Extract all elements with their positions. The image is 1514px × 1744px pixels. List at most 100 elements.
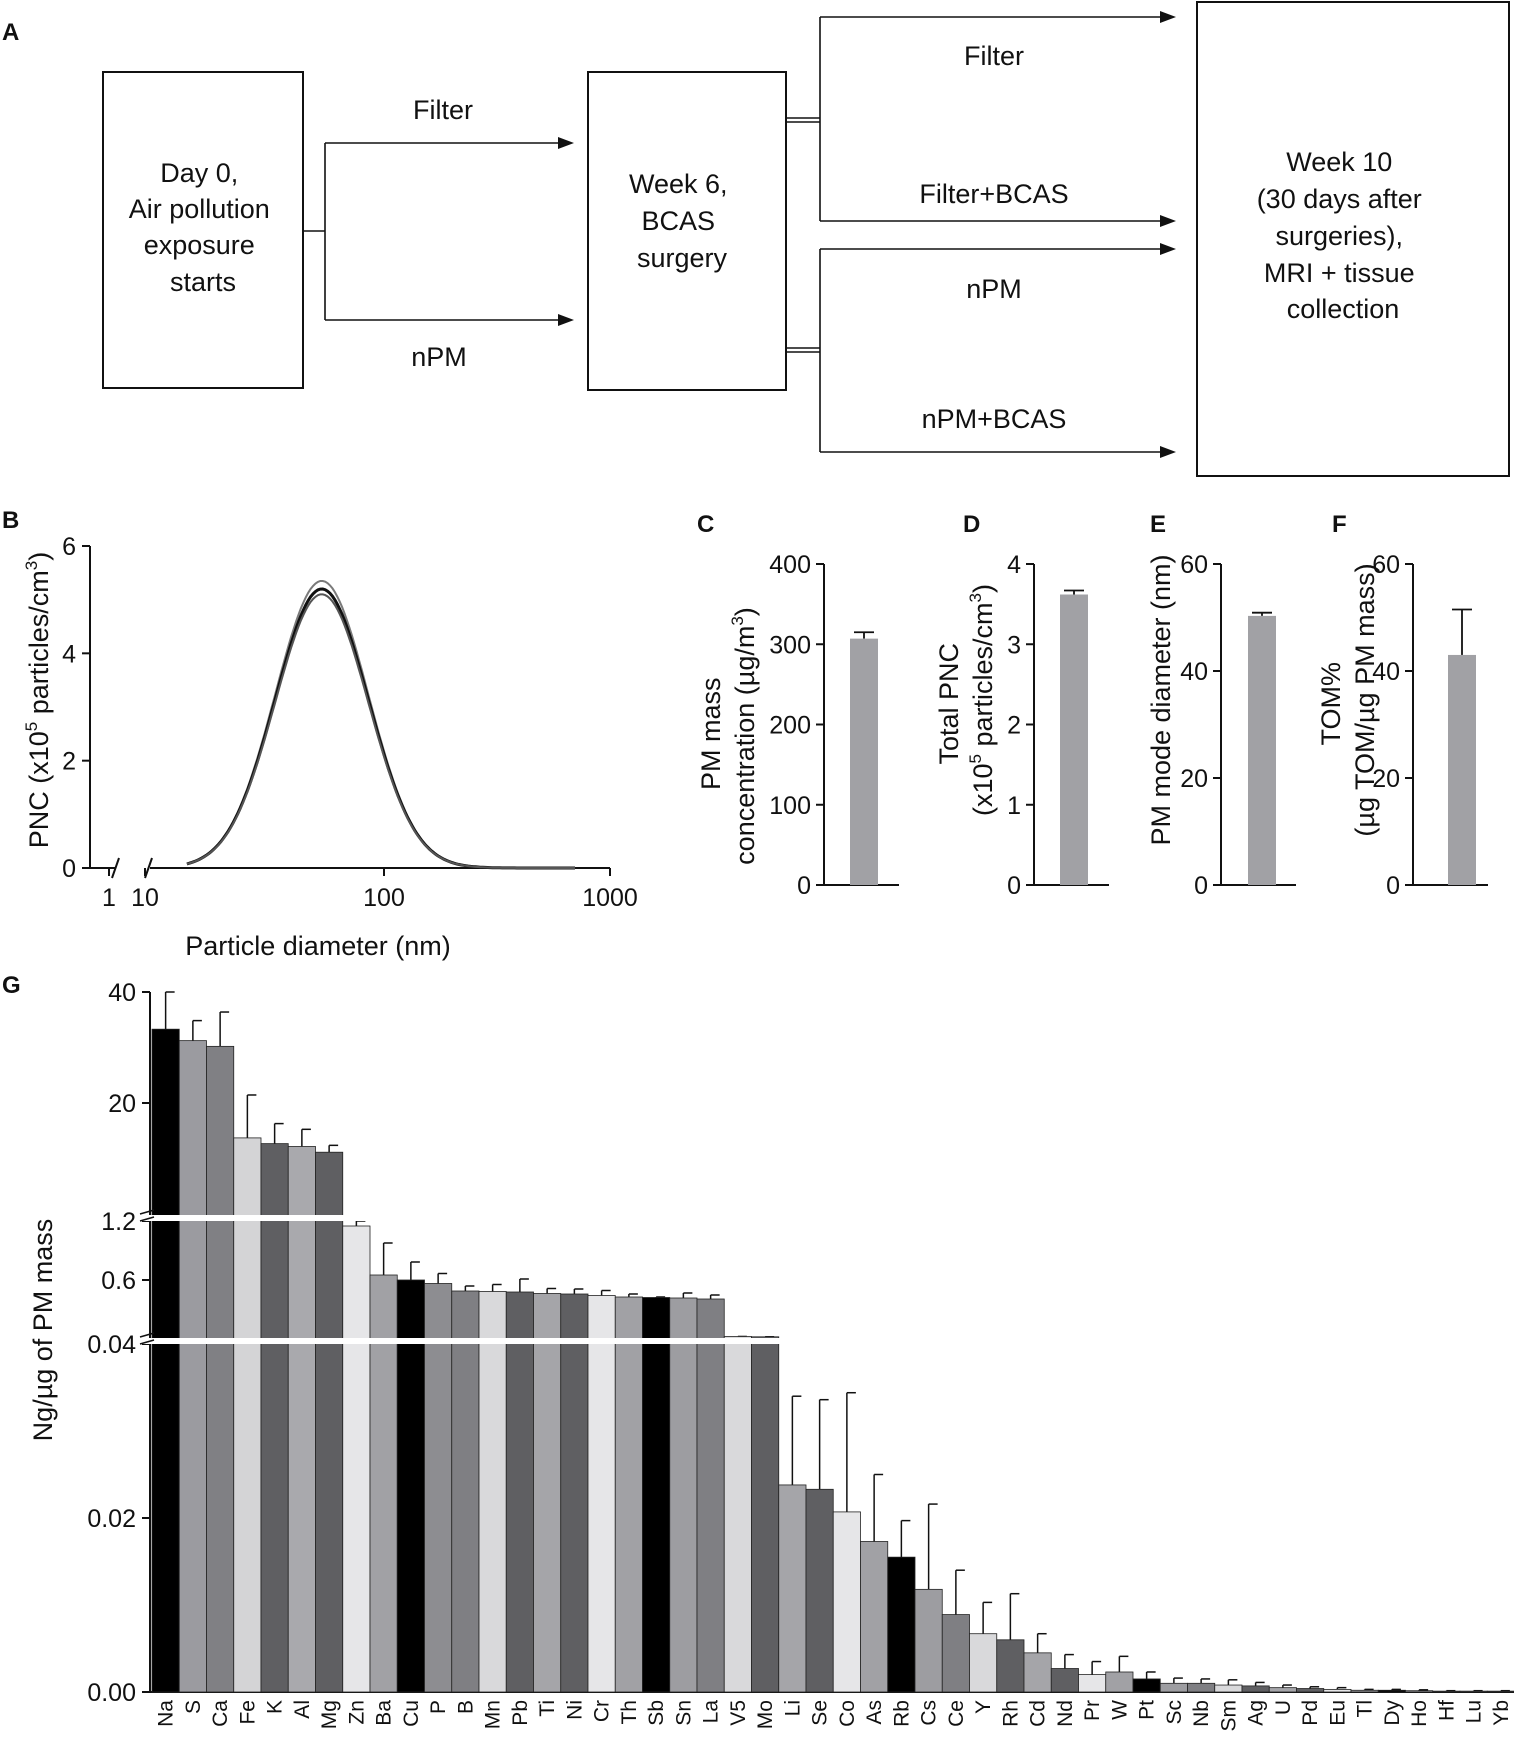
- g-bar: [1105, 1671, 1134, 1693]
- g-bar: [642, 1297, 671, 1693]
- g-ytick-label: 40: [108, 979, 136, 1007]
- g-category-label: B: [454, 1700, 477, 1714]
- arrow-filter-1: [558, 137, 574, 149]
- arrow-filter-bcas: [1160, 215, 1176, 227]
- g-bar: [1323, 1688, 1352, 1693]
- group-label-filter-bcas: Filter+BCAS: [919, 179, 1068, 209]
- g-category-label: Na: [155, 1700, 178, 1727]
- f-chart-bar: [1448, 654, 1476, 885]
- g-category-label: Pb: [509, 1700, 532, 1726]
- panel-f-chart: 0 20 40 60: [1372, 551, 1488, 900]
- b-xtick-label: 1: [102, 884, 116, 912]
- g-bar: [696, 1298, 725, 1693]
- panel-label-g: G: [2, 972, 21, 999]
- panel-c-ylabel: PM mass concentration (µg/m3): [696, 607, 760, 865]
- g-bar: [832, 1511, 861, 1693]
- g-category-label: Zn: [345, 1700, 368, 1725]
- panel-b-axes: 0 2 4 6 1 10 100 1000: [62, 533, 638, 912]
- d-chart-ytick-label: 1: [1007, 792, 1021, 820]
- g-bar: [969, 1633, 998, 1693]
- g-bar: [451, 1290, 480, 1693]
- panel-d-ylabel: Total PNC (x105 particles/cm3): [934, 584, 998, 816]
- g-bar: [178, 1040, 207, 1693]
- g-ytick-label: 1.2: [101, 1208, 136, 1236]
- panel-b-ylabel: PNC (x105 particles/cm3): [22, 552, 54, 849]
- panel-f-ylabel: TOM% (µg TOM/µg PM mass): [1316, 563, 1380, 836]
- e-chart-bar: [1248, 615, 1276, 885]
- g-bar: [751, 1336, 780, 1693]
- b-series-line: [186, 593, 575, 869]
- g-category-label: Sn: [672, 1700, 695, 1726]
- end-box: [1196, 1, 1510, 477]
- g-bar: [396, 1279, 425, 1693]
- panel-e-ylabel: PM mode diameter (nm): [1146, 554, 1176, 845]
- g-bar: [914, 1588, 943, 1693]
- g-bar: [1486, 1690, 1514, 1693]
- g-axis-break-mark: [139, 1339, 155, 1345]
- g-category-label: Ag: [1245, 1700, 1268, 1726]
- d-chart-ytick-label: 0: [1007, 872, 1021, 900]
- branch1-lines: [303, 16, 1164, 453]
- g-bar: [1023, 1652, 1052, 1693]
- g-bar: [1459, 1690, 1488, 1693]
- b-axis-break-2: [144, 857, 153, 879]
- g-category-label: As: [863, 1700, 886, 1725]
- g-category-label: Pt: [1136, 1700, 1159, 1720]
- g-category-label: Sc: [1163, 1700, 1186, 1725]
- g-category-label: Dy: [1381, 1700, 1404, 1726]
- panel-c: C 0 100 200 300 400 PM mass concentration (µ…: [696, 511, 899, 900]
- g-category-label: Rb: [890, 1700, 913, 1727]
- d-chart-ytick-label: 2: [1007, 712, 1021, 740]
- g-category-label: Rh: [999, 1700, 1022, 1727]
- c-chart-ytick-label: 200: [769, 712, 811, 740]
- g-bar: [614, 1296, 643, 1693]
- g-category-label: Al: [291, 1700, 314, 1719]
- f-chart-ytick-label: 40: [1372, 658, 1400, 686]
- g-bar: [1241, 1685, 1270, 1693]
- panel-g-ylabel: Ng/µg of PM mass: [28, 1219, 58, 1442]
- g-category-label: Th: [618, 1700, 641, 1725]
- g-category-label: Pr: [1081, 1700, 1104, 1721]
- g-category-label: Fe: [236, 1700, 259, 1725]
- panel-e: E 0 20 40 60 PM mode diameter (nm): [1146, 511, 1296, 900]
- b-xtick-label: 100: [363, 884, 405, 912]
- b-ytick-label: 4: [62, 640, 76, 668]
- g-ytick-label: 0.04: [87, 1331, 136, 1359]
- g-category-label: Li: [781, 1700, 804, 1716]
- b-ytick-label: 0: [62, 855, 76, 883]
- g-bar: [1214, 1684, 1243, 1693]
- panel-a: A Day 0, Air pollution exposure starts W…: [2, 1, 1510, 477]
- b-xtick-label: 1000: [582, 884, 638, 912]
- g-category-label: Cs: [918, 1700, 941, 1726]
- g-bar: [315, 1151, 344, 1693]
- g-bar: [260, 1143, 289, 1693]
- g-bar: [669, 1297, 698, 1693]
- g-bar: [723, 1336, 752, 1693]
- g-category-label: Pd: [1299, 1700, 1322, 1726]
- b-ytick-label: 6: [62, 533, 76, 561]
- f-chart-ytick-label: 20: [1372, 765, 1400, 793]
- group-label-filter: Filter: [964, 41, 1024, 71]
- b-series-line: [186, 587, 575, 870]
- panel-label-b: B: [2, 507, 19, 534]
- g-category-label: Tl: [1354, 1700, 1377, 1718]
- panel-c-chart: 0 100 200 300 400: [769, 551, 899, 900]
- g-bar: [233, 1137, 262, 1693]
- g-category-label: Ti: [536, 1700, 559, 1717]
- g-category-label: Cr: [591, 1700, 614, 1722]
- g-axis-break-band: [140, 1215, 380, 1221]
- g-category-label: Lu: [1463, 1700, 1486, 1723]
- g-bar: [151, 1028, 180, 1693]
- g-bar: [1187, 1682, 1216, 1693]
- f-chart-ytick-label: 0: [1386, 872, 1400, 900]
- panel-g: G 0.00 0.02 0.04 0.6 1.2 20 40 Na S Ca Fe K Al Mg Zn Ba…: [2, 972, 1514, 1732]
- g-category-label: Nd: [1054, 1700, 1077, 1727]
- g-category-label: Ba: [373, 1700, 396, 1726]
- b-ytick-label: 2: [62, 748, 76, 776]
- f-chart-ytick-label: 60: [1372, 551, 1400, 579]
- g-ytick-label: 0.00: [87, 1679, 136, 1707]
- g-bar: [587, 1295, 616, 1693]
- arrow-npm-2: [1160, 243, 1176, 255]
- start-box: [102, 71, 304, 389]
- panel-d-chart: 0 1 2 3 4: [1007, 551, 1109, 900]
